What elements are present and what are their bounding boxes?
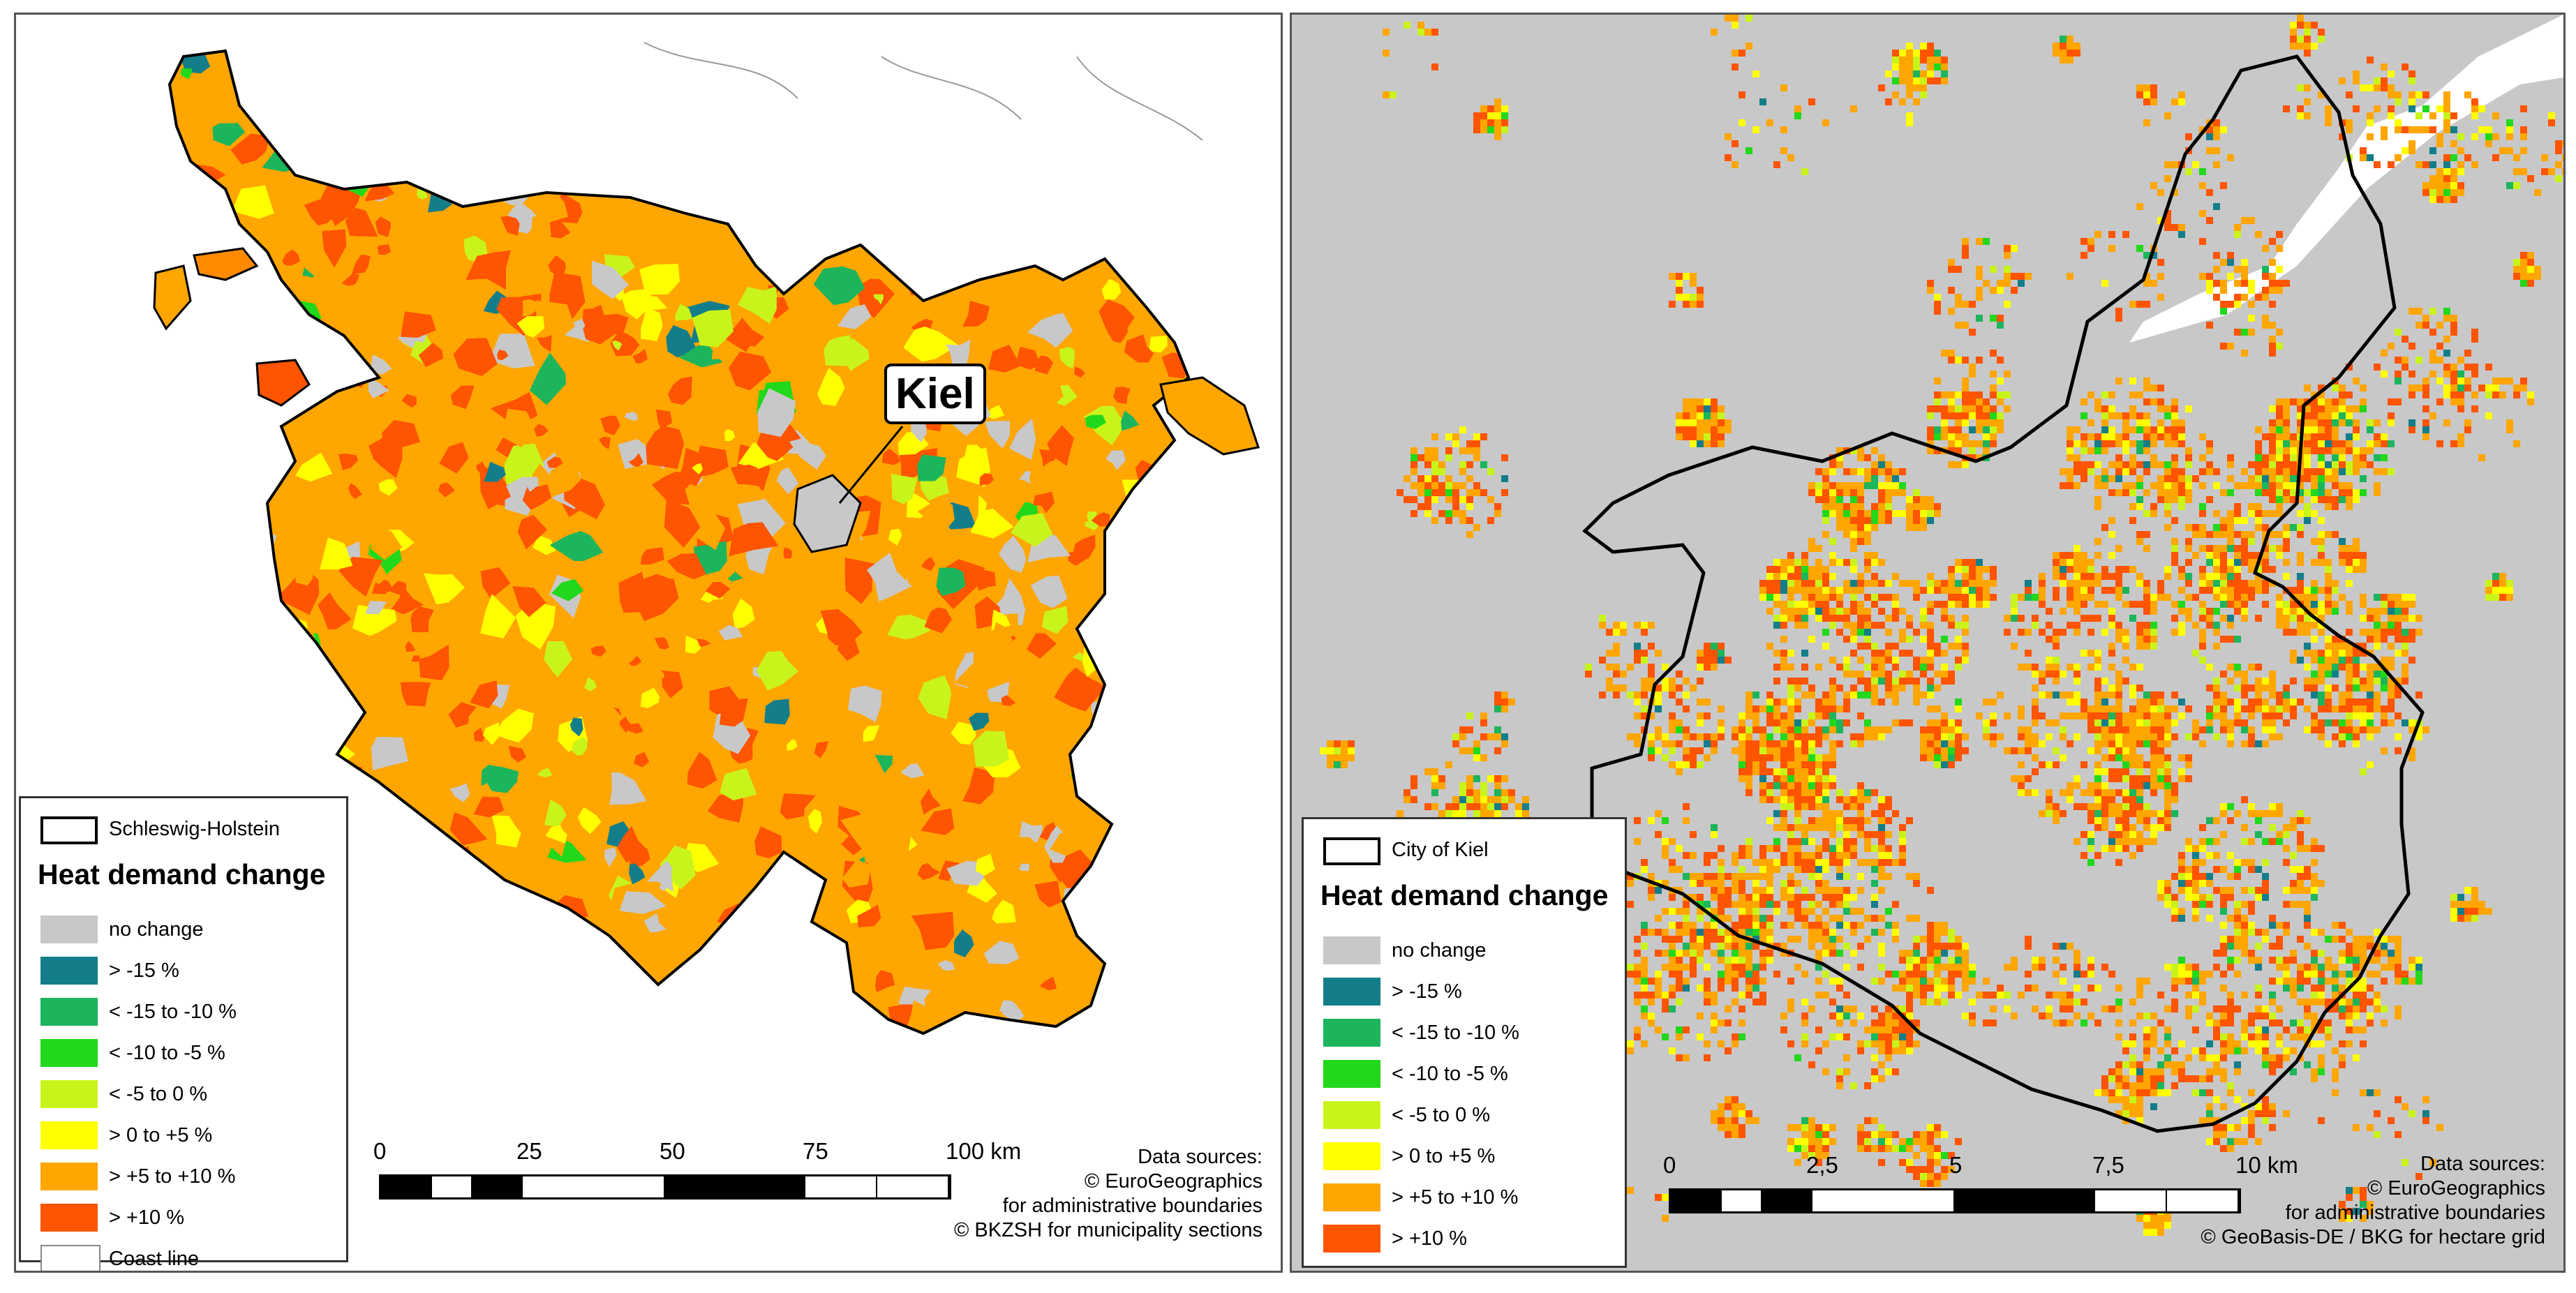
legend-label: > 0 to +5 %: [1392, 1145, 1496, 1167]
legend-swatch: [1323, 1019, 1380, 1047]
scale-bar-segments: [1669, 1188, 2241, 1213]
kiel-fjord: [2129, 15, 2563, 343]
sources-line: © GeoBasis-DE / BKG for hectare grid: [2201, 1226, 2545, 1248]
sources-line: Data sources:: [2420, 1153, 2545, 1175]
legend-swatch: [1323, 1101, 1380, 1129]
legend-title: Heat demand change: [1320, 879, 1609, 911]
legend-swatch: [40, 1245, 100, 1271]
scale-tick-label: 50: [660, 1138, 685, 1164]
legend-label: > -15 %: [109, 959, 179, 982]
legend-outline-label: City of Kiel: [1392, 839, 1489, 861]
kiel-hectare-grid-map: [1320, 15, 2563, 1236]
legend-outline-swatch: [1323, 837, 1380, 865]
legend-outline-swatch: [40, 816, 98, 844]
legend-label: > +5 to +10 %: [1392, 1186, 1519, 1209]
sources-line: © EuroGeographics: [2367, 1177, 2545, 1199]
legend-label: > +10 %: [109, 1206, 185, 1229]
legend-swatch: [40, 1080, 98, 1108]
kiel-callout-line: [838, 426, 904, 504]
kiel-area: [793, 474, 862, 553]
legend-label: > -15 %: [1392, 980, 1462, 1003]
legend-swatch: [40, 1204, 98, 1232]
legend-label: < -5 to 0 %: [109, 1083, 208, 1105]
island-fehmarn: [1159, 376, 1260, 456]
scale-tick-label: 10 km: [2235, 1152, 2298, 1178]
legend-title: Heat demand change: [38, 858, 326, 890]
legend-label: no change: [109, 918, 204, 941]
legend-swatch: [40, 915, 98, 943]
sources-line: for administrative boundaries: [1002, 1195, 1263, 1217]
scale-bar: 0 25 50 75 100 km: [373, 1138, 1021, 1215]
scale-tick-label: 7,5: [2092, 1152, 2124, 1178]
legend-label: < -5 to 0 %: [1392, 1104, 1491, 1126]
legend-label: < -15 to -10 %: [109, 1001, 237, 1023]
legend-label: > 0 to +5 %: [109, 1124, 213, 1146]
scale-tick-label: 100 km: [946, 1138, 1022, 1164]
kiel-callout-label: Kiel: [884, 364, 986, 424]
city-of-kiel-boundary: [1582, 54, 2425, 1133]
sources-line: © BKZSH for municipality sections: [953, 1219, 1263, 1241]
scale-tick-label: 2,5: [1806, 1152, 1838, 1178]
legend-swatch: [1323, 936, 1380, 964]
island: [153, 264, 192, 331]
island: [193, 247, 259, 281]
legend-swatch: [40, 998, 98, 1026]
legend-swatch: [1323, 1225, 1380, 1253]
data-sources: Data sources: © EuroGeographics for admi…: [2127, 1152, 2545, 1250]
legend-label: no change: [1392, 939, 1487, 962]
legend-swatch: [40, 1163, 98, 1190]
scale-tick-label: 5: [1949, 1152, 1963, 1178]
legend-swatch: [1323, 1060, 1380, 1088]
legend-swatch: [1323, 1183, 1380, 1211]
legend-swatch: [1323, 978, 1380, 1006]
legend: Schleswig-Holstein Heat demand change no…: [19, 796, 348, 1271]
legend-label: Coast line: [109, 1248, 199, 1270]
legend-label: < -10 to -5 %: [1392, 1063, 1508, 1085]
data-sources: Data sources: © EuroGeographics for admi…: [872, 1145, 1263, 1243]
scale-bar-segments: [379, 1174, 951, 1199]
sources-line: © EuroGeographics: [1084, 1170, 1263, 1193]
scale-tick-label: 75: [803, 1138, 828, 1164]
legend-label: > +10 %: [1392, 1227, 1468, 1250]
legend: City of Kiel Heat demand change no chang…: [1302, 817, 1627, 1268]
legend-label: < -15 to -10 %: [1392, 1022, 1519, 1044]
legend-swatch: [40, 1039, 98, 1067]
scale-bar: 0 2,5 5 7,5 10 km: [1663, 1152, 2298, 1229]
schleswig-holstein-map: [153, 42, 1260, 1035]
kiel-map-panel: City of Kiel Heat demand change no chang…: [1290, 13, 2566, 1273]
scale-tick-label: 0: [1663, 1152, 1676, 1178]
coast-line: [643, 42, 1203, 141]
legend-label: < -10 to -5 %: [109, 1042, 225, 1064]
island: [255, 359, 311, 407]
sources-line: Data sources:: [1138, 1146, 1263, 1168]
schleswig-holstein-map-panel: Kiel Schleswig-Holstein Heat demand chan…: [14, 13, 1283, 1273]
legend-label: > +5 to +10 %: [109, 1165, 236, 1188]
sources-line: for administrative boundaries: [2285, 1202, 2545, 1224]
legend-swatch: [40, 1121, 98, 1149]
legend-swatch: [40, 957, 98, 985]
legend-outline-label: Schleswig-Holstein: [109, 818, 280, 840]
scale-tick-label: 25: [516, 1138, 542, 1164]
legend-swatch: [1323, 1142, 1380, 1170]
scale-tick-label: 0: [373, 1138, 387, 1164]
